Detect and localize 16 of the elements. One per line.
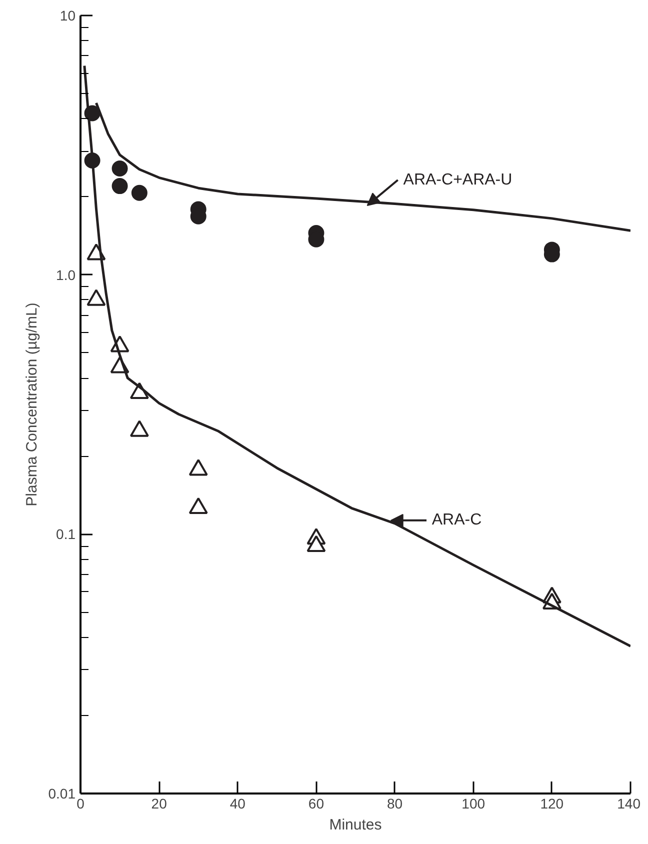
x-tick-label: 0 (76, 796, 85, 812)
annotation: ARA-C (432, 511, 482, 528)
x-tick-label: 140 (617, 796, 641, 812)
x-tick-label: 80 (387, 796, 403, 812)
x-tick-label: 20 (151, 796, 168, 812)
x-tick-label: 100 (462, 796, 486, 812)
y-tick-label: 0.1 (56, 526, 76, 542)
x-tick-label: 60 (308, 796, 324, 812)
y-tick-label: 1.0 (56, 266, 76, 283)
x-axis-title: Minutes (329, 816, 382, 834)
annotation: ARA-C+ARA-U (403, 172, 512, 189)
y-tick-label: 0.01 (48, 786, 76, 802)
y-axis-title: Plasma Concentration (µg/mL) (23, 302, 40, 506)
x-tick-label: 40 (230, 796, 246, 812)
y-tick-label: 10 (60, 8, 76, 24)
x-tick-label: 120 (540, 796, 564, 812)
